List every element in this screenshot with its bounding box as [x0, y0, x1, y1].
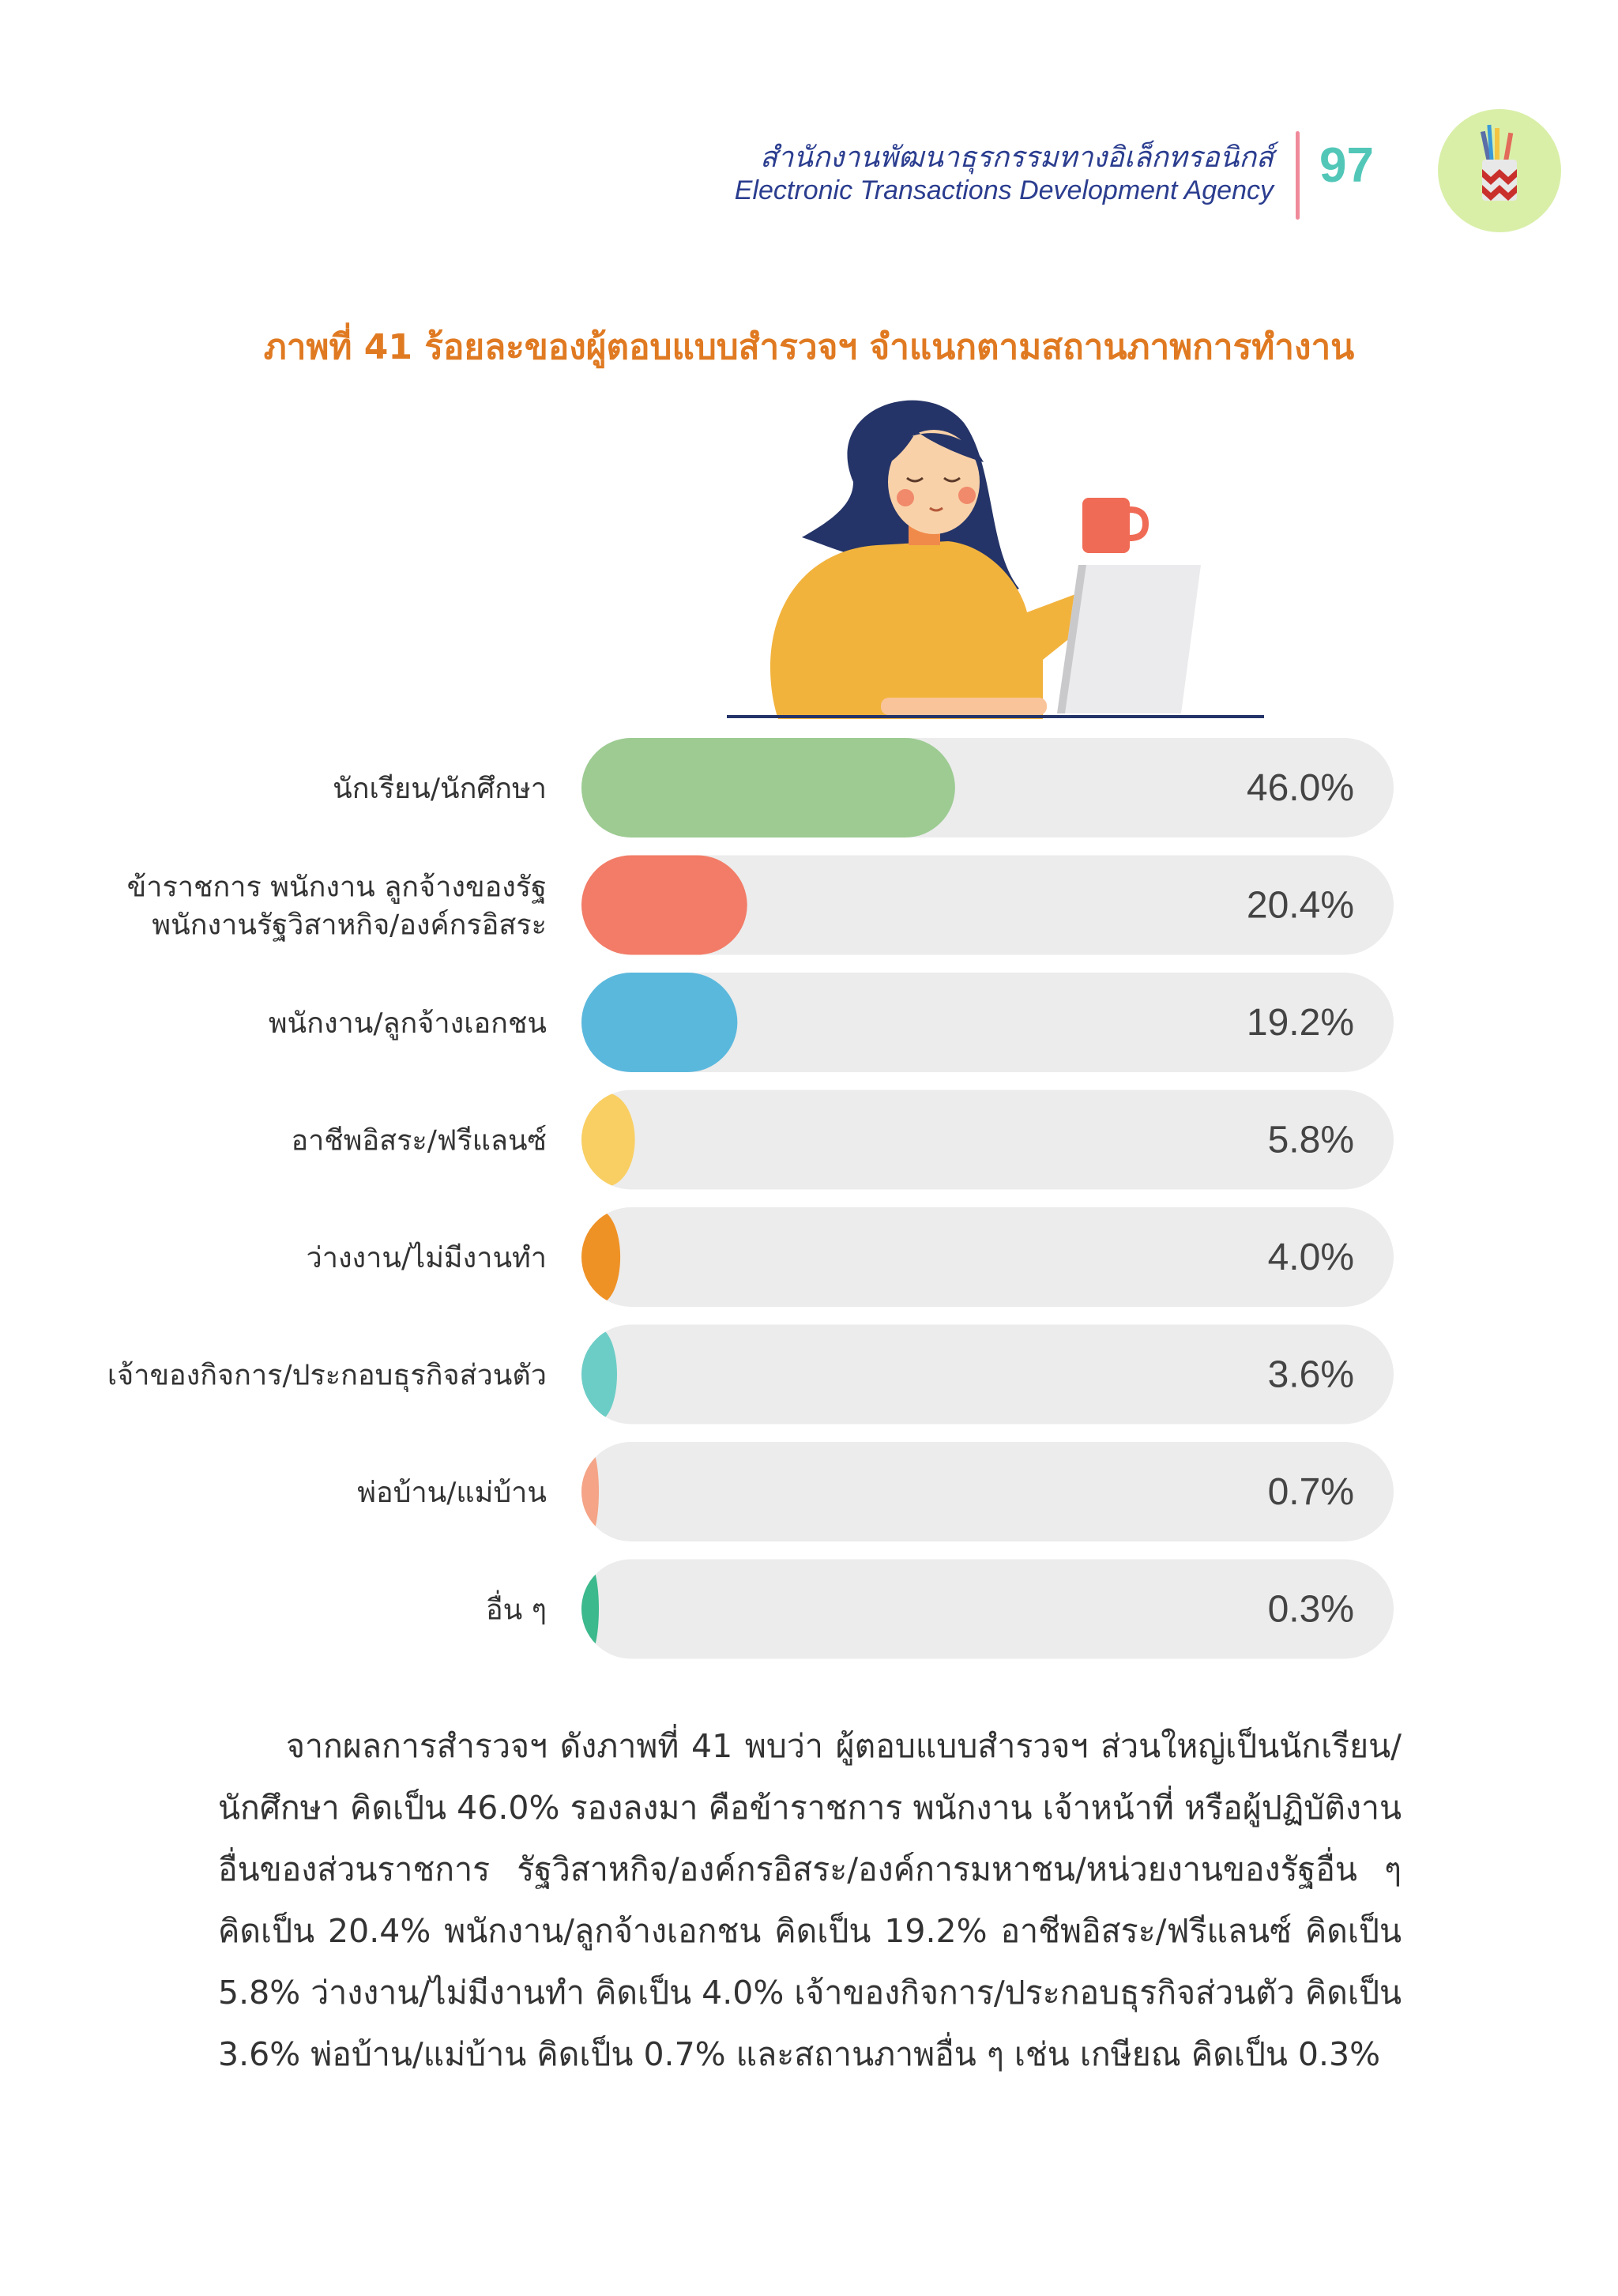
header-divider: [1296, 131, 1300, 220]
bar-row: 0.3% อื่น ๆ: [486, 1559, 1394, 1659]
bar: [581, 738, 955, 837]
pencil-cup-icon: [1438, 109, 1561, 232]
bar: [581, 855, 747, 955]
bar-row: 20.4% ข้าราชการ พนักงาน ลูกจ้างของรัฐพนัก…: [127, 855, 1394, 955]
data-label: 20.4%: [1247, 885, 1354, 927]
bar: [581, 1210, 621, 1304]
data-label: 3.6%: [1268, 1354, 1354, 1396]
category-label: พนักงานรัฐวิสาหกิจ/องค์กรอิสระ: [152, 909, 547, 943]
bar-row: 0.7% พ่อบ้าน/แม่บ้าน: [357, 1442, 1394, 1541]
category-label: ว่างงาน/ไม่มีงานทำ: [307, 1241, 547, 1274]
bar-track: [581, 1324, 1394, 1425]
category-label: พนักงาน/ลูกจ้างเอกชน: [269, 1007, 547, 1041]
agency-name-english: Electronic Transactions Development Agen…: [734, 175, 1274, 205]
figure-title: ภาพที่ 41 ร้อยละของผู้ตอบแบบสำรวจฯ จำแนก…: [263, 327, 1355, 367]
bar: [581, 973, 738, 1072]
page-number: 97: [1319, 138, 1374, 193]
data-label: 4.0%: [1268, 1236, 1354, 1278]
category-label: อื่น ๆ: [486, 1590, 547, 1627]
data-label: 5.8%: [1268, 1120, 1354, 1161]
bar-track: [581, 855, 1394, 955]
bar-row: 5.8% อาชีพอิสระ/ฟรีแลนซ์: [291, 1090, 1394, 1190]
data-label: 19.2%: [1247, 1002, 1354, 1044]
bar-row: 3.6% เจ้าของกิจการ/ประกอบธุรกิจส่วนตัว: [107, 1324, 1394, 1425]
category-label: นักเรียน/นักศึกษา: [333, 773, 547, 805]
bar-row: 19.2% พนักงาน/ลูกจ้างเอกชน: [269, 973, 1394, 1072]
bar: [581, 1327, 618, 1421]
agency-name-thai: สำนักงานพัฒนาธุรกรรมทางอิเล็กทรอนิกส์: [760, 141, 1274, 174]
category-label: เจ้าของกิจการ/ประกอบธุรกิจส่วนตัว: [107, 1360, 547, 1393]
page-header: สำนักงานพัฒนาธุรกรรมทางอิเล็กทรอนิกส์ El…: [0, 109, 1618, 237]
bar-row: 46.0% นักเรียน/นักศึกษา: [333, 738, 1394, 837]
category-label: พ่อบ้าน/แม่บ้าน: [357, 1477, 547, 1509]
woman-with-laptop-and-mug-illustration: [727, 400, 1264, 719]
bar: [581, 1093, 635, 1187]
work-status-bar-chart: 46.0% นักเรียน/นักศึกษา 20.4% ข้าราชการ พนั…: [107, 738, 1394, 1659]
bar-track: [581, 1559, 1394, 1659]
bar-track: [581, 973, 1394, 1072]
bar: [581, 1562, 599, 1656]
bar: [581, 1445, 599, 1538]
bar-row: 4.0% ว่างงาน/ไม่มีงานทำ: [307, 1207, 1394, 1307]
data-label: 0.7%: [1268, 1471, 1354, 1513]
bar-track: [581, 1207, 1394, 1307]
bar-track: [581, 1442, 1394, 1541]
category-label: ข้าราชการ พนักงาน ลูกจ้างของรัฐ: [127, 871, 547, 905]
category-label: อาชีพอิสระ/ฟรีแลนซ์: [291, 1125, 547, 1157]
bar-track: [581, 1090, 1394, 1190]
data-label: 46.0%: [1247, 767, 1354, 809]
summary-paragraph: จากผลการสำรวจฯ ดังภาพที่ 41 พบว่า ผู้ตอบ…: [218, 1727, 1402, 2073]
data-label: 0.3%: [1268, 1589, 1354, 1631]
